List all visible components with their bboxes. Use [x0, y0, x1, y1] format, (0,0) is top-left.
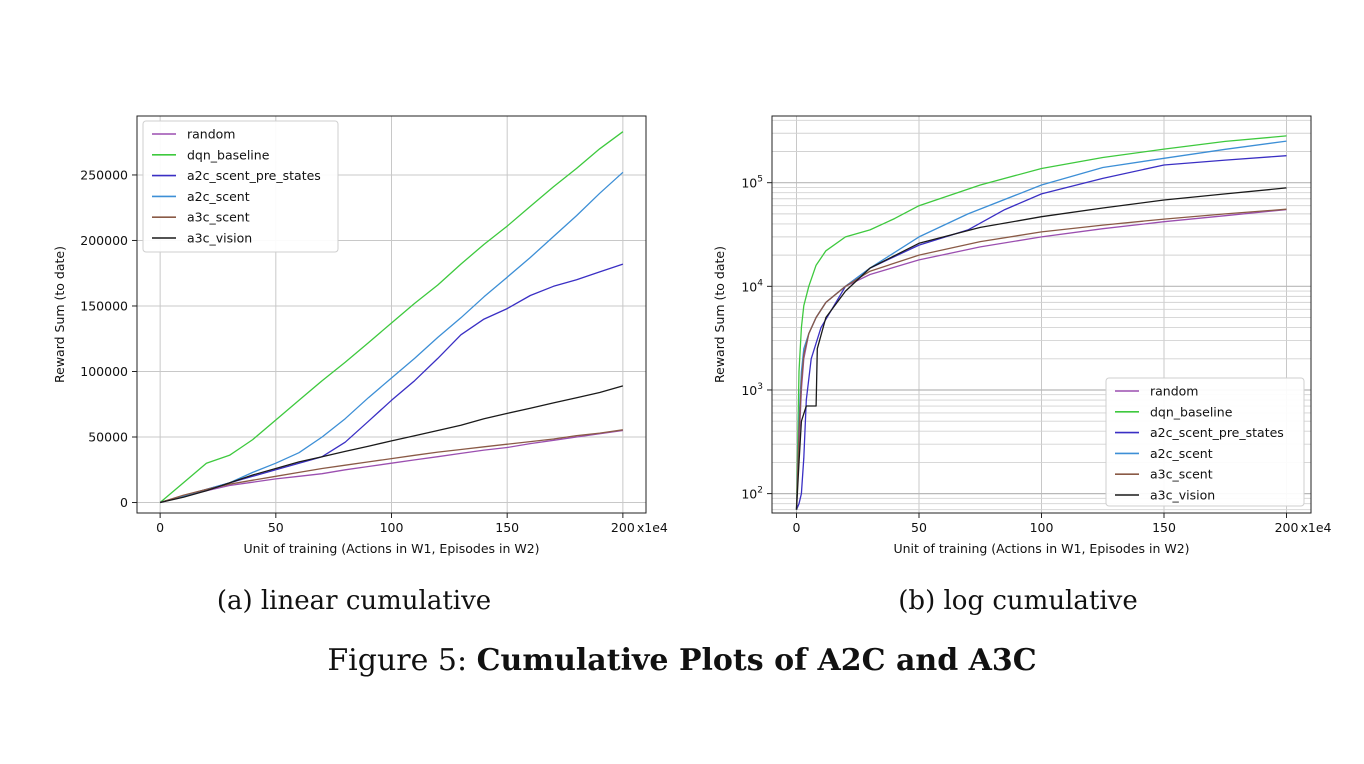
y-axis-ticks: 0 50000 100000 150000 200000 250000 — [80, 167, 137, 510]
x-tick-label: 0 — [793, 520, 801, 535]
chart-log-svg: 0 50 100 150 200 x1e4 102 103 104 105 Unit of trai… — [712, 115, 1332, 556]
legend-label: random — [187, 127, 235, 142]
subcaption-log: (b) log cumulative — [898, 586, 1138, 616]
series-line-random — [159, 429, 623, 504]
y-tick-label: 103 — [741, 382, 763, 398]
legend-label: a2c_scent — [187, 189, 250, 204]
legend-label: a2c_scent_pre_states — [187, 168, 321, 183]
series-line-dqn-baseline — [159, 131, 624, 503]
y-axis-label: Reward Sum (to date) — [712, 246, 727, 383]
x-tick-label: 0 — [156, 520, 164, 535]
grid — [772, 116, 1311, 513]
y-tick-label: 104 — [741, 278, 763, 294]
x-tick-label: 150 — [1152, 520, 1176, 535]
x-axis-label: Unit of training (Actions in W1, Episode… — [893, 541, 1189, 556]
legend-label: a3c_scent — [187, 210, 250, 225]
x-tick-label: 150 — [495, 520, 519, 535]
chart-linear-cumulative: 0 50 100 150 200 x1e4 0 50000 100000 150000 200000… — [0, 100, 680, 570]
series-line-a3c-vision — [159, 385, 624, 504]
x-offset-label: x1e4 — [1301, 520, 1332, 535]
series-line-a3c-scent — [159, 429, 623, 504]
figure-title: Cumulative Plots of A2C and A3C — [476, 643, 1037, 678]
legend-label: a3c_vision — [187, 231, 252, 246]
legend-label: a3c_vision — [1150, 488, 1215, 503]
legend-label: a3c_scent — [1150, 467, 1213, 482]
y-tick-label: 200000 — [80, 233, 128, 248]
y-tick-label: 105 — [741, 175, 763, 191]
y-tick-label: 100000 — [80, 364, 128, 379]
subcaption-linear: (a) linear cumulative — [216, 586, 492, 616]
series-line-a2c-scent — [159, 171, 624, 504]
y-tick-label: 150000 — [80, 298, 128, 313]
figure-label: Figure 5: — [327, 643, 468, 678]
figure-caption: Figure 5: Cumulative Plots of A2C and A3… — [0, 643, 1364, 678]
x-tick-label: 50 — [268, 520, 284, 535]
y-axis-ticks: 102 103 104 105 — [741, 175, 772, 502]
x-tick-label: 100 — [380, 520, 404, 535]
series-lines — [795, 135, 1287, 510]
series-line-a3c-vision — [795, 187, 1287, 510]
x-axis-label: Unit of training (Actions in W1, Episode… — [243, 541, 539, 556]
legend-label: dqn_baseline — [187, 147, 270, 162]
series-lines — [159, 131, 624, 504]
chart-log-cumulative: 0 50 100 150 200 x1e4 102 103 104 105 Unit of trai… — [684, 100, 1364, 570]
y-tick-label: 102 — [741, 486, 763, 502]
series-line-dqn-baseline — [795, 135, 1287, 510]
legend-box — [1105, 377, 1305, 507]
x-tick-label: 50 — [911, 520, 927, 535]
x-tick-label: 200 — [611, 520, 635, 535]
legend-box — [142, 120, 339, 253]
chart-linear-svg: 0 50 100 150 200 x1e4 0 50000 100000 150000 200000… — [52, 115, 668, 556]
series-line-a2c-scent — [795, 140, 1287, 510]
legend-label: a2c_scent — [1150, 446, 1213, 461]
legend-label: dqn_baseline — [1150, 404, 1233, 419]
legend-label: a2c_scent_pre_states — [1150, 425, 1284, 440]
x-axis-ticks: 0 50 100 150 200 x1e4 — [793, 513, 1332, 535]
y-tick-label: 250000 — [80, 167, 128, 182]
y-axis-label: Reward Sum (to date) — [52, 246, 67, 383]
legend: random dqn_baseline a2c_scent_pre_states a2… — [142, 120, 339, 253]
x-offset-label: x1e4 — [637, 520, 668, 535]
x-axis-ticks: 0 50 100 150 200 x1e4 — [156, 513, 668, 535]
x-tick-label: 100 — [1030, 520, 1054, 535]
legend-label: random — [1150, 384, 1198, 399]
y-tick-label: 0 — [120, 495, 128, 510]
x-tick-label: 200 — [1275, 520, 1299, 535]
y-tick-label: 50000 — [88, 430, 128, 445]
legend: random dqn_baseline a2c_scent_pre_states a2… — [1105, 377, 1305, 507]
